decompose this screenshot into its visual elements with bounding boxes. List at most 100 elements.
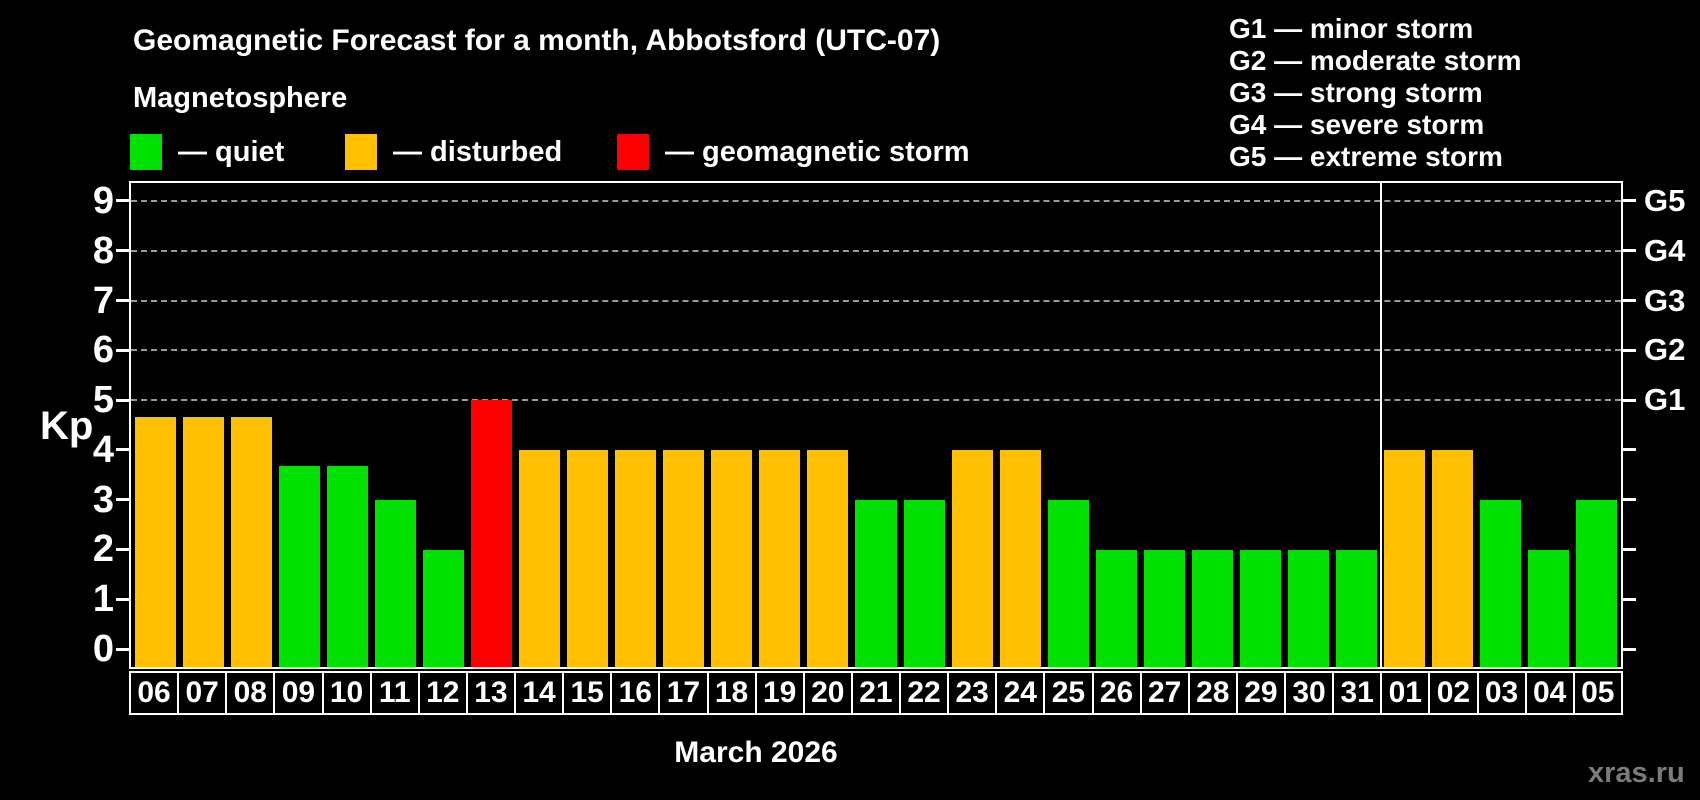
- kp-bar-14: [519, 449, 561, 667]
- g-level-label-g3: G3: [1644, 282, 1686, 318]
- kp-bar-16: [615, 449, 657, 667]
- y-tick-left-5: [116, 398, 129, 402]
- day-label-28: 28: [1187, 671, 1238, 715]
- day-label-27: 27: [1139, 671, 1190, 715]
- y-tick-label-5: 5: [92, 379, 114, 422]
- y-tick-left-8: [116, 249, 129, 253]
- g-level-label-g5: G5: [1644, 182, 1686, 218]
- kp-bar-04: [1528, 549, 1570, 667]
- g-level-label-g4: G4: [1644, 232, 1686, 268]
- gridline-kp7: [131, 299, 1621, 302]
- g-level-label-g1: G1: [1644, 382, 1686, 418]
- day-label-30: 30: [1284, 671, 1335, 715]
- day-label-02: 02: [1428, 671, 1479, 715]
- day-label-19: 19: [754, 671, 805, 715]
- kp-bar-31: [1336, 549, 1378, 667]
- day-label-05: 05: [1572, 671, 1623, 715]
- legend-item-quiet: — quiet: [130, 134, 284, 170]
- kp-bar-08: [230, 416, 272, 667]
- day-label-09: 09: [273, 671, 324, 715]
- y-tick-right-6: [1623, 348, 1636, 352]
- chart-title: Geomagnetic Forecast for a month, Abbots…: [133, 24, 941, 57]
- legend-label-quiet: — quiet: [178, 136, 285, 168]
- day-label-18: 18: [706, 671, 757, 715]
- y-tick-label-9: 9: [92, 179, 114, 222]
- y-tick-right-0: [1623, 647, 1636, 651]
- day-label-10: 10: [321, 671, 372, 715]
- y-tick-right-2: [1623, 547, 1636, 551]
- g-level-label-g2: G2: [1644, 332, 1686, 368]
- day-label-26: 26: [1091, 671, 1142, 715]
- kp-bar-12: [422, 549, 464, 667]
- y-tick-label-1: 1: [92, 578, 114, 621]
- y-tick-right-5: [1623, 398, 1636, 402]
- kp-bar-21: [855, 499, 897, 667]
- storm-color-swatch: [617, 134, 649, 170]
- day-label-16: 16: [610, 671, 661, 715]
- y-tick-left-9: [116, 199, 129, 203]
- gridline-kp6: [131, 349, 1621, 352]
- kp-bar-07: [182, 416, 224, 667]
- y-tick-label-4: 4: [92, 428, 114, 471]
- day-label-07: 07: [177, 671, 228, 715]
- legend-item-disturbed: — disturbed: [345, 134, 562, 170]
- kp-bar-25: [1047, 499, 1089, 667]
- y-axis-title: Kp: [40, 404, 94, 448]
- kp-bar-13: [470, 400, 512, 667]
- day-label-29: 29: [1235, 671, 1286, 715]
- day-label-17: 17: [658, 671, 709, 715]
- y-tick-left-0: [116, 647, 129, 651]
- y-tick-right-1: [1623, 597, 1636, 601]
- y-tick-right-8: [1623, 249, 1636, 253]
- disturbed-color-swatch: [345, 134, 377, 170]
- day-label-25: 25: [1043, 671, 1094, 715]
- kp-bar-17: [663, 449, 705, 667]
- day-label-12: 12: [417, 671, 468, 715]
- kp-bar-20: [807, 449, 849, 667]
- day-label-14: 14: [514, 671, 565, 715]
- y-tick-label-7: 7: [92, 279, 114, 322]
- legend-item-storm: — geomagnetic storm: [617, 134, 970, 170]
- gridline-kp8: [131, 249, 1621, 252]
- y-tick-left-4: [116, 448, 129, 452]
- day-label-01: 01: [1380, 671, 1431, 715]
- month-label: March 2026: [674, 736, 838, 769]
- month-separator-line: [1379, 183, 1382, 667]
- kp-bar-06: [134, 416, 176, 667]
- kp-bar-03: [1480, 499, 1522, 667]
- kp-bar-09: [278, 466, 320, 667]
- y-tick-left-3: [116, 498, 129, 502]
- kp-bar-15: [567, 449, 609, 667]
- y-tick-label-8: 8: [92, 229, 114, 272]
- kp-bar-19: [759, 449, 801, 667]
- y-tick-label-0: 0: [92, 628, 114, 671]
- day-label-24: 24: [995, 671, 1046, 715]
- kp-bar-26: [1095, 549, 1137, 667]
- kp-bar-27: [1143, 549, 1185, 667]
- y-tick-label-6: 6: [92, 329, 114, 372]
- kp-bar-23: [951, 449, 993, 667]
- day-label-21: 21: [850, 671, 901, 715]
- gridline-kp5: [131, 399, 1621, 402]
- y-tick-left-1: [116, 597, 129, 601]
- g-legend-line-g1: G1 — minor storm: [1229, 13, 1474, 44]
- kp-bar-24: [999, 449, 1041, 667]
- watermark: xras.ru: [1588, 757, 1685, 789]
- y-tick-left-7: [116, 299, 129, 302]
- y-tick-left-6: [116, 348, 129, 352]
- y-tick-right-3: [1623, 498, 1636, 502]
- day-label-15: 15: [562, 671, 613, 715]
- g-legend-line-g4: G4 — severe storm: [1229, 109, 1485, 140]
- day-label-04: 04: [1524, 671, 1575, 715]
- day-label-06: 06: [129, 671, 180, 715]
- kp-bar-02: [1432, 449, 1474, 667]
- y-tick-right-7: [1623, 299, 1636, 302]
- g-legend-line-g5: G5 — extreme storm: [1229, 141, 1503, 172]
- kp-bar-11: [374, 499, 416, 667]
- quiet-color-swatch: [130, 134, 162, 170]
- kp-bar-30: [1288, 549, 1330, 667]
- kp-bar-28: [1191, 549, 1233, 667]
- x-axis-day-labels: 06 07 08 09 10 11 12 13 14 15 16 17 18 19 20 21 22 23 24 25…: [129, 671, 1623, 715]
- day-label-20: 20: [802, 671, 853, 715]
